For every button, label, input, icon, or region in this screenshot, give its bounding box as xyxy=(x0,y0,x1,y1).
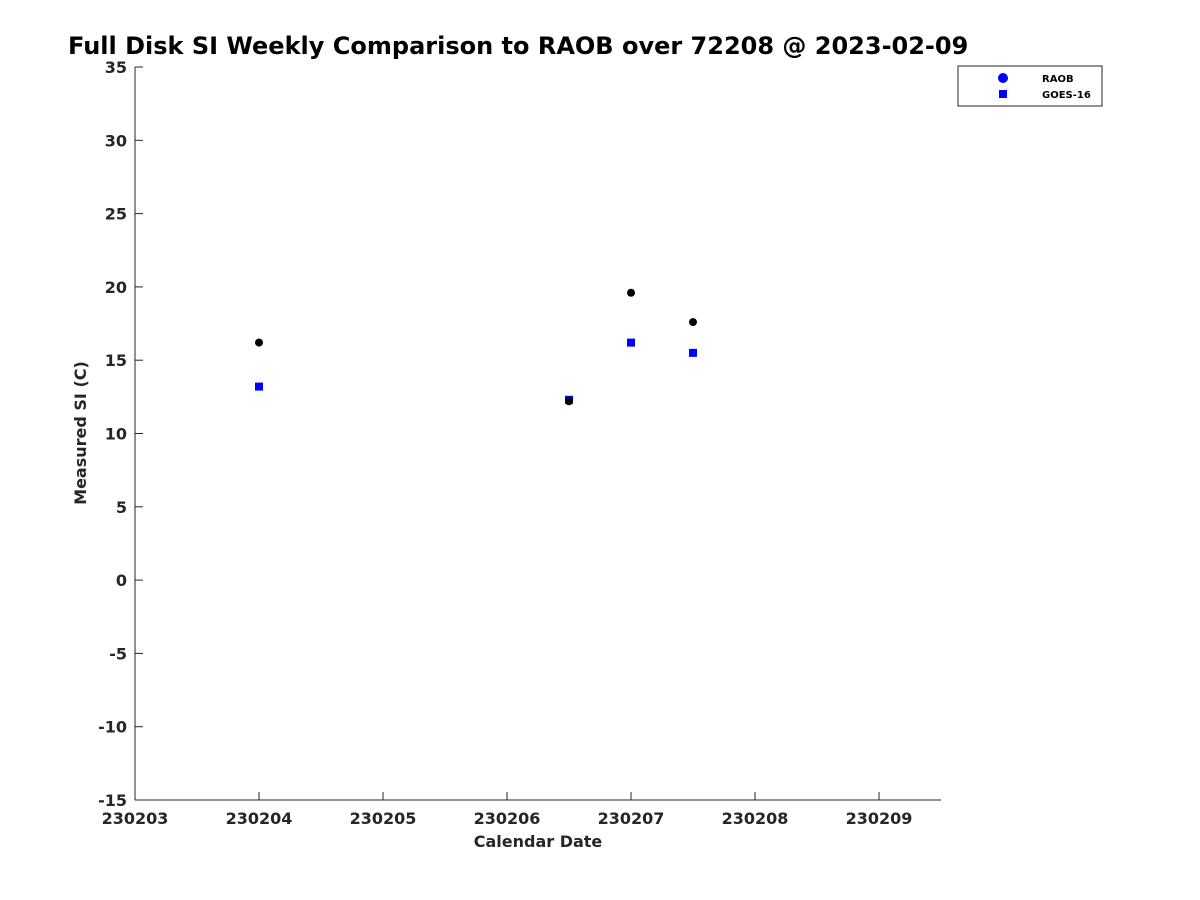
y-tick-label: 35 xyxy=(105,58,127,77)
legend-box xyxy=(957,65,1103,107)
raob-point xyxy=(565,397,573,406)
goes16-point xyxy=(689,348,697,357)
data-marks xyxy=(255,288,697,406)
raob-point xyxy=(689,318,697,327)
x-tick-label: 230206 xyxy=(474,809,541,828)
y-tick-label: -5 xyxy=(109,644,127,663)
y-tick-label: 10 xyxy=(105,425,127,444)
legend-label: RAOB xyxy=(1042,74,1074,85)
x-tick-label: 230207 xyxy=(598,809,665,828)
legend-label: GOES-16 xyxy=(1042,90,1091,101)
y-tick-label: -15 xyxy=(98,791,127,810)
x-tick-label: 230209 xyxy=(846,809,913,828)
y-tick-label: 0 xyxy=(116,571,127,590)
y-tick-label: 20 xyxy=(105,278,127,297)
y-tick-label: -10 xyxy=(98,718,127,737)
x-tick-label: 230204 xyxy=(226,809,293,828)
chart-title: Full Disk SI Weekly Comparison to RAOB o… xyxy=(68,32,968,60)
x-axis-label: Calendar Date xyxy=(474,832,603,851)
raob-point xyxy=(255,338,263,347)
y-tick-label: 30 xyxy=(105,131,127,150)
x-tick-label: 230208 xyxy=(722,809,789,828)
y-tick-label: 15 xyxy=(105,351,127,370)
goes16-point xyxy=(627,338,635,347)
legend-marker-goes16 xyxy=(999,90,1007,98)
raob-point xyxy=(627,288,635,297)
x-tick-label: 230203 xyxy=(102,809,169,828)
y-axis-label: Measured SI (C) xyxy=(71,361,90,505)
legend: RAOB GOES-16 xyxy=(957,65,1103,107)
goes16-point xyxy=(255,382,263,391)
axes: -15 -10 -5 0 5 10 15 20 25 30 35 230203 230204 230205… xyxy=(98,58,941,828)
legend-marker-raob xyxy=(998,73,1008,83)
y-tick-label: 25 xyxy=(105,205,127,224)
y-tick-label: 5 xyxy=(116,498,127,517)
x-tick-label: 230205 xyxy=(350,809,417,828)
